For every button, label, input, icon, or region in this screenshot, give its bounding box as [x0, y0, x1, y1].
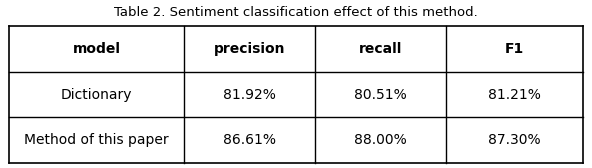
Text: Dictionary: Dictionary	[61, 88, 132, 101]
Text: Method of this paper: Method of this paper	[24, 133, 169, 147]
Text: 87.30%: 87.30%	[488, 133, 541, 147]
Text: precision: precision	[214, 42, 285, 56]
Text: 81.92%: 81.92%	[223, 88, 276, 101]
Text: 86.61%: 86.61%	[223, 133, 276, 147]
Text: 80.51%: 80.51%	[354, 88, 407, 101]
Text: F1: F1	[505, 42, 524, 56]
Text: 88.00%: 88.00%	[354, 133, 407, 147]
Text: 81.21%: 81.21%	[488, 88, 541, 101]
Text: Table 2. Sentiment classification effect of this method.: Table 2. Sentiment classification effect…	[114, 6, 478, 19]
Text: recall: recall	[359, 42, 402, 56]
Text: model: model	[72, 42, 120, 56]
